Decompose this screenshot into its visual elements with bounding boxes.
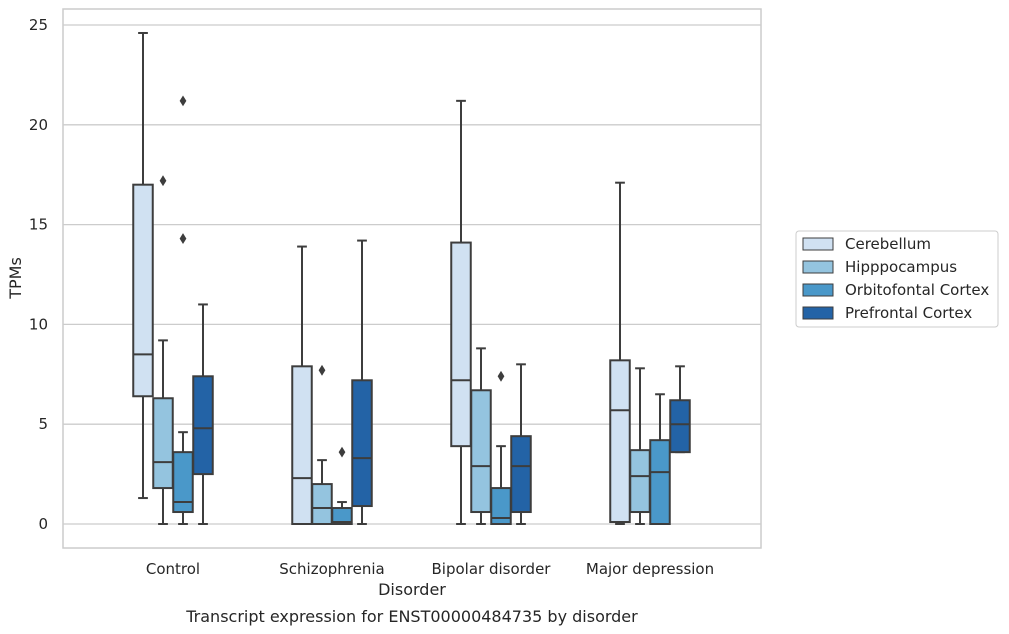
x-tick-label: Bipolar disorder <box>432 560 552 578</box>
box-prefrontal-cortex <box>669 365 691 454</box>
box-iqr <box>649 439 671 525</box>
box-cerebellum <box>132 31 154 500</box>
box-hipppocampus <box>470 347 492 525</box>
box-iqr <box>192 375 214 476</box>
legend-frame <box>795 230 999 328</box>
legend-swatch <box>802 237 834 251</box>
legend: Cerebellum Hipppocampus Orbitofontal Corte… <box>795 230 999 328</box>
outlier-point <box>338 446 346 458</box>
box-iqr <box>152 397 174 490</box>
box-iqr <box>132 183 154 398</box>
box-orbitofontal-cortex <box>331 446 353 526</box>
x-tick-label: Control <box>146 560 200 578</box>
x-axis-label: Disorder <box>378 580 446 599</box>
box-cerebellum <box>609 181 631 525</box>
figure-caption: Transcript expression for ENST0000048473… <box>185 607 638 626</box>
box-iqr <box>331 507 353 526</box>
y-tick-label: 0 <box>38 515 48 533</box>
legend-label: Cerebellum <box>845 235 931 253</box>
box-iqr <box>669 399 691 454</box>
box-iqr <box>470 389 492 514</box>
plot-frame <box>62 8 762 549</box>
box-iqr <box>510 435 532 514</box>
outlier-point <box>179 95 187 107</box>
legend-swatch <box>802 306 834 320</box>
box-iqr <box>291 365 313 526</box>
x-tick-label: Major depression <box>586 560 714 578</box>
box-iqr <box>450 241 472 448</box>
box-groups <box>132 31 691 526</box>
box-prefrontal-cortex <box>192 303 214 525</box>
outlier-point <box>179 233 187 244</box>
outlier-point <box>318 364 326 376</box>
box-iqr <box>172 451 194 514</box>
y-tick-label: 25 <box>29 16 48 34</box>
legend-swatch <box>802 283 834 297</box>
box-cerebellum <box>291 245 313 526</box>
y-tick-label: 20 <box>29 116 48 134</box>
box-hipppocampus <box>152 175 174 525</box>
y-axis-label: TPMs <box>6 257 25 300</box>
box-iqr <box>311 483 333 525</box>
x-tick-label: Schizophrenia <box>279 560 384 578</box>
box-orbitofontal-cortex <box>172 95 194 525</box>
x-tick-labels: Control Schizophrenia Bipolar disorder Majo… <box>146 560 714 578</box>
legend-label: Hipppocampus <box>845 258 957 276</box>
box-iqr <box>609 359 631 524</box>
y-tick-label: 5 <box>38 415 48 433</box>
box-prefrontal-cortex <box>351 239 373 525</box>
box-iqr <box>351 379 373 508</box>
y-tick-label: 15 <box>29 216 48 234</box>
box-orbitofontal-cortex <box>490 370 512 525</box>
box-hipppocampus <box>629 367 651 525</box>
legend-swatch <box>802 260 834 274</box>
box-hipppocampus <box>311 364 333 525</box>
box-cerebellum <box>450 99 472 525</box>
box-prefrontal-cortex <box>510 363 532 525</box>
box-orbitofontal-cortex <box>649 393 671 525</box>
outlier-point <box>159 175 167 187</box>
y-tick-labels: 0 5 10 15 20 25 <box>29 16 48 533</box>
legend-label: Prefrontal Cortex <box>845 304 972 322</box>
outlier-point <box>497 370 505 382</box>
box-iqr <box>629 449 651 514</box>
legend-label: Orbitofontal Cortex <box>845 281 989 299</box>
y-tick-label: 10 <box>29 315 48 333</box>
